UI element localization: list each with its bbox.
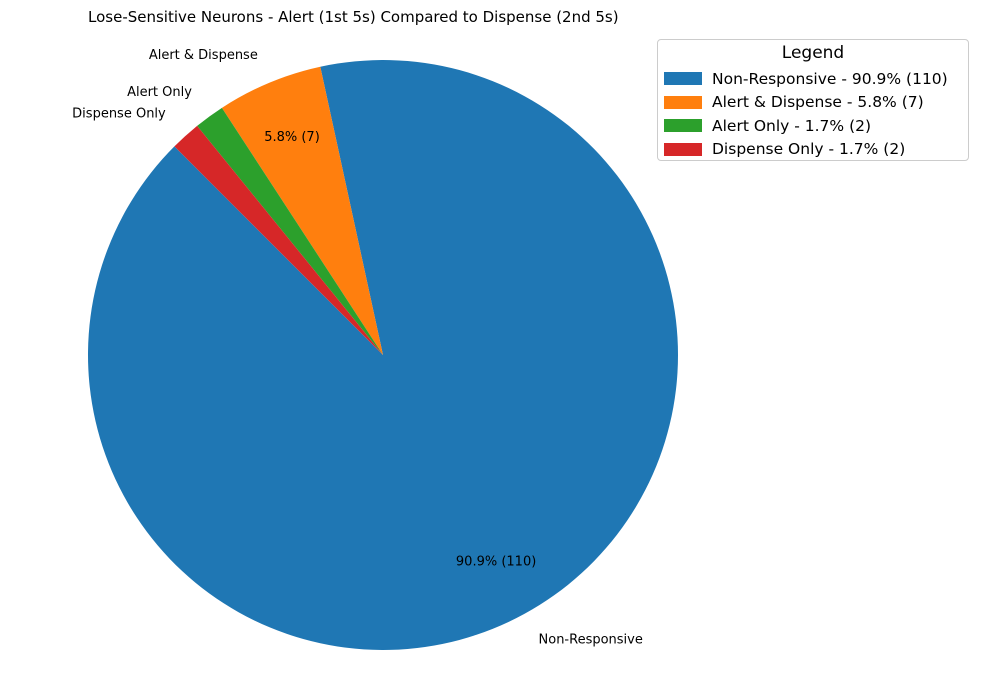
pie-slices bbox=[88, 59, 678, 650]
pie-slice-dispense-only bbox=[174, 125, 383, 355]
chart-title: Lose-Sensitive Neurons - Alert (1st 5s) … bbox=[88, 8, 619, 26]
pct-label-alert-and-dispense: 5.8% (7) bbox=[264, 130, 320, 145]
legend-swatch bbox=[664, 119, 702, 133]
pie-slice-alert-and-dispense bbox=[221, 66, 383, 356]
legend-swatch bbox=[664, 72, 702, 86]
legend: Legend Non-Responsive - 90.9% (110) Aler… bbox=[657, 39, 969, 161]
legend-swatch bbox=[664, 142, 702, 156]
legend-swatch bbox=[664, 95, 702, 109]
legend-entry-alert-only: Alert Only - 1.7% (2) bbox=[658, 114, 968, 138]
legend-title: Legend bbox=[781, 43, 845, 63]
pie-slice-non-responsive bbox=[88, 59, 678, 650]
pie-slice-alert-only bbox=[197, 107, 383, 355]
legend-label: Dispense Only - 1.7% (2) bbox=[712, 140, 906, 159]
legend-entry-dispense-only: Dispense Only - 1.7% (2) bbox=[658, 138, 968, 162]
pie-labels: Non-Responsive 90.9% (110) Alert & Dispens… bbox=[72, 48, 643, 647]
slice-label-non-responsive: Non-Responsive bbox=[539, 632, 643, 647]
slice-label-alert-only: Alert Only bbox=[127, 85, 192, 100]
legend-entry-alert-and-dispense: Alert & Dispense - 5.8% (7) bbox=[658, 91, 968, 115]
slice-label-alert-and-dispense: Alert & Dispense bbox=[149, 48, 258, 63]
pct-label-non-responsive: 90.9% (110) bbox=[456, 555, 536, 570]
legend-entry-non-responsive: Non-Responsive - 90.9% (110) bbox=[658, 67, 968, 91]
legend-label: Alert Only - 1.7% (2) bbox=[712, 116, 872, 135]
slice-label-dispense-only: Dispense Only bbox=[72, 106, 166, 121]
legend-label: Non-Responsive - 90.9% (110) bbox=[712, 69, 948, 88]
legend-label: Alert & Dispense - 5.8% (7) bbox=[712, 93, 924, 112]
